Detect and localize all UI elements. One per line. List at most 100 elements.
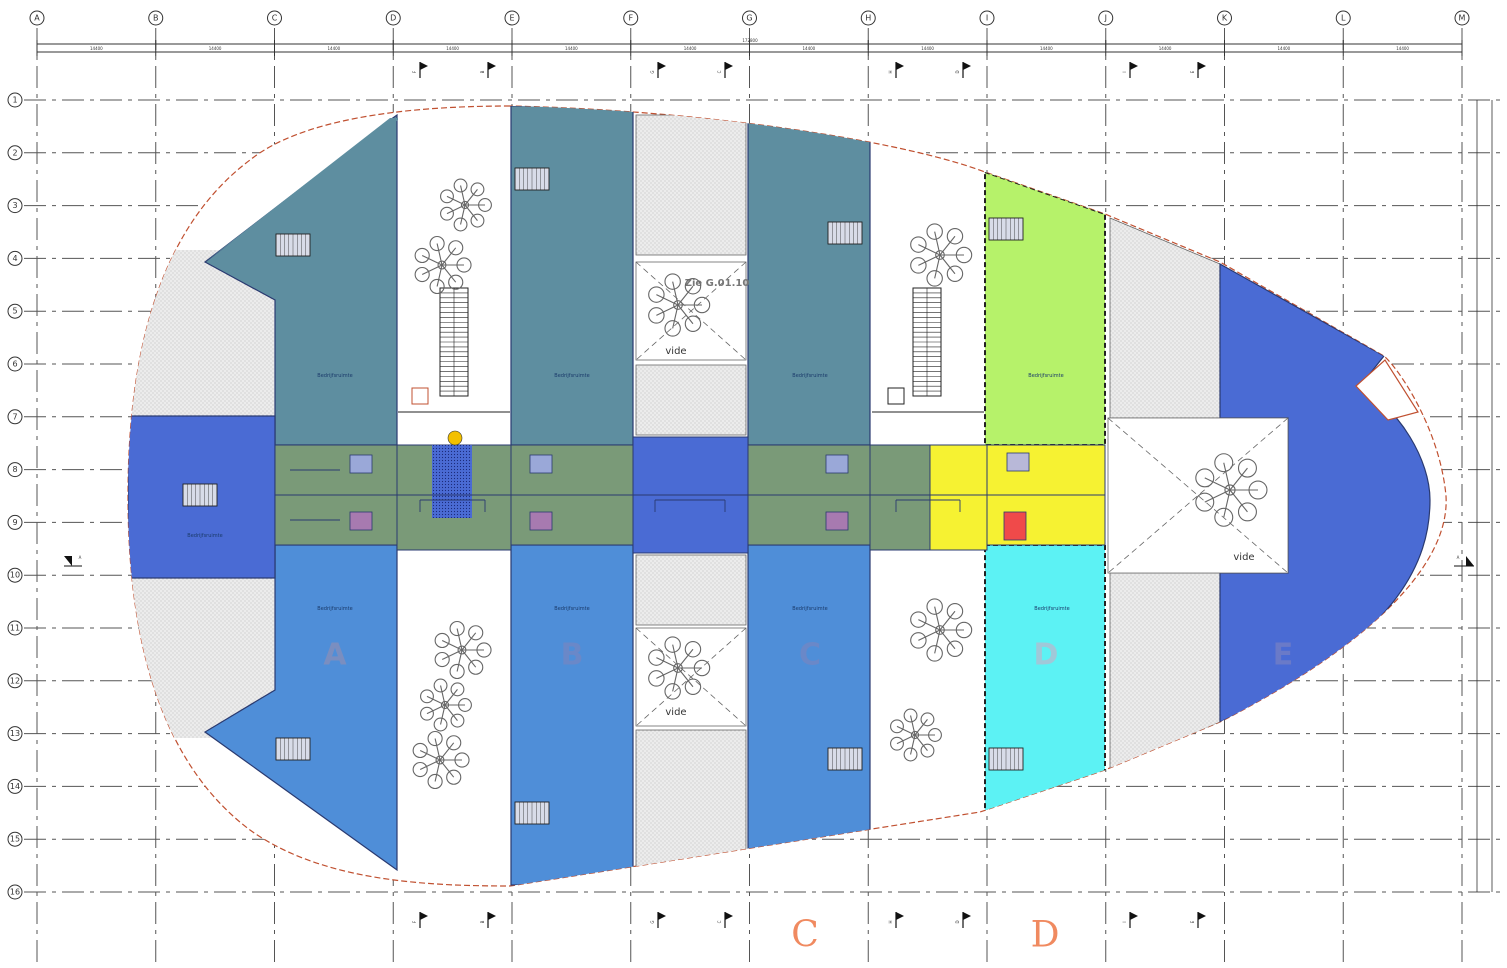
zone-d-top [984, 170, 1106, 446]
grid-label-16: 16 [10, 888, 20, 897]
dimension-value: 14400 [803, 46, 816, 51]
stair-core [827, 221, 863, 245]
room-label-d-top: Bedrijfsruimte [1028, 373, 1063, 379]
grid-bubble-10: 10 [7, 567, 23, 583]
zone-b-bottom [510, 544, 634, 886]
grid-bubble-11: 11 [7, 620, 23, 636]
room-label-d-bottom: Bedrijfsruimte [1034, 606, 1069, 612]
zone-c-top [747, 121, 871, 446]
grid-bubble-14: 14 [7, 778, 23, 794]
grid-label-j: J [1104, 14, 1107, 23]
svg-text:I: I [1122, 71, 1127, 72]
dimension-value: 14400 [1159, 46, 1172, 51]
tree-icon [1195, 453, 1268, 527]
section-mark-g: G [650, 62, 666, 78]
grid-bubble-m: M [1454, 10, 1470, 26]
svg-text:H: H [888, 920, 893, 923]
dimension-values: 14400 14400 14400 14400 14400 14400 14400 14400… [36, 40, 1463, 56]
zone-letter-e: E [1273, 638, 1294, 673]
stair-core [275, 233, 311, 257]
room-label-a-bottom: Bedrijfsruimte [317, 606, 352, 612]
dimension-value: 14400 [90, 46, 103, 51]
grid-label-15: 15 [10, 835, 20, 844]
zone-c-bottom [747, 544, 871, 871]
room-labels: Bedrijfsruimte Bedrijfsruimte Bedrijfsru… [187, 373, 1069, 612]
stair-core [514, 167, 550, 191]
section-mark-i: I [1122, 912, 1138, 928]
block-letter-d: D [1031, 915, 1060, 956]
grid-bubble-a: A [29, 10, 45, 26]
grid-bubble-15: 15 [7, 831, 23, 847]
zone-d-bottom [984, 544, 1106, 816]
plaza-fg-mid-top [635, 364, 747, 436]
stair-core [827, 747, 863, 771]
svg-text:C: C [717, 70, 722, 73]
zone-letter-b: B [561, 638, 584, 673]
section-mark-c: C [717, 912, 733, 928]
grid-label-2: 2 [12, 148, 17, 157]
stair-cores [182, 167, 1024, 825]
svg-text:C: C [717, 920, 722, 923]
grid-bubble-b: B [148, 10, 164, 26]
grid-bubble-k: K [1217, 10, 1232, 26]
note-see-drawing: Zie G.01.10 [685, 278, 750, 289]
grid-bubble-1: 1 [7, 92, 23, 108]
vide-label-fg-bottom: vide [665, 707, 686, 718]
zone-e-vide [1355, 359, 1419, 421]
grid-label-3: 3 [12, 201, 17, 210]
tree-icon [414, 235, 472, 295]
grid-bubble-g: G [742, 10, 757, 26]
section-mark-g: G [650, 912, 666, 928]
grid-label-b: B [153, 14, 159, 23]
grid-label-f: F [628, 14, 633, 23]
stair-core [988, 747, 1024, 771]
svg-text:B: B [480, 70, 485, 73]
grid-bubble-5: 5 [7, 303, 23, 319]
zone-letter-d: D [1034, 638, 1059, 673]
core-d-red-room [1003, 511, 1027, 541]
svg-text:B: B [480, 920, 485, 923]
room-label-b-bottom: Bedrijfsruimte [554, 606, 589, 612]
plaza-jk-bottom [1109, 572, 1221, 771]
section-mark-left: A [64, 555, 82, 567]
grid-bubble-4: 4 [7, 250, 23, 266]
svg-text:E: E [1190, 920, 1195, 923]
svg-text:A: A [79, 555, 82, 560]
tree-icon [910, 598, 973, 662]
dimension-value: 14400 [1040, 46, 1053, 51]
room-label-c-top: Bedrijfsruimte [792, 373, 827, 379]
grid-label-g: G [746, 14, 752, 23]
tree-icon [890, 708, 942, 762]
stairs [398, 287, 984, 413]
vide-label-fg-top: vide [665, 346, 686, 357]
section-mark-right: A [1454, 555, 1474, 567]
svg-text:F: F [412, 920, 417, 923]
tree-icon [434, 620, 492, 680]
plaza-fg-mid-bottom [635, 554, 747, 626]
svg-text:I: I [1122, 921, 1127, 922]
grid-label-k: K [1222, 14, 1228, 23]
grid-bubble-i: I [979, 10, 995, 26]
section-mark-c: C [717, 62, 733, 78]
grid-label-13: 13 [10, 729, 20, 738]
grid-label-i: I [986, 14, 988, 23]
column-grid-bubbles: A B C D E F G H I J K L M [29, 10, 1470, 26]
tree-icon [910, 223, 973, 287]
stair-core [182, 483, 218, 507]
stair-core [988, 217, 1024, 241]
room-label-b-top: Bedrijfsruimte [554, 373, 589, 379]
grid-bubble-c: C [267, 10, 282, 26]
section-mark-d: D [955, 912, 971, 928]
building-footprint: vide vide Zie G.01.10 vide [127, 105, 1447, 887]
grid-label-a: A [34, 14, 40, 23]
zone-letter-a: A [323, 638, 347, 673]
section-mark-f: F [412, 912, 428, 928]
grid-bubble-l: L [1335, 10, 1351, 26]
grid-label-14: 14 [10, 782, 20, 791]
grid-bubble-7: 7 [7, 409, 23, 425]
plaza-jk-top [1109, 217, 1221, 419]
grid-label-m: M [1459, 14, 1466, 23]
plaza-fg-top [635, 114, 747, 256]
